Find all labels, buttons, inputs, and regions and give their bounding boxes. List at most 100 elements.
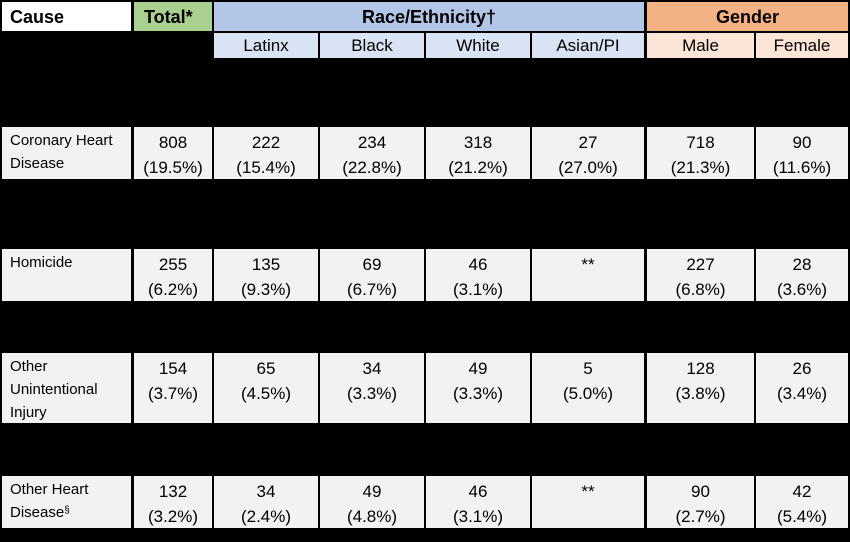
value-cell-white: 46 (3.1%) <box>426 249 530 301</box>
percent-value: (22.8%) <box>342 158 402 177</box>
value-cell-total: 154 (3.7%) <box>134 353 212 423</box>
cause-line: Injury <box>10 404 47 421</box>
cause-line: Homicide <box>10 254 73 271</box>
cause-line: Disease§ <box>10 504 70 521</box>
count-value: 718 <box>686 133 715 152</box>
percent-value: (6.8%) <box>675 280 726 299</box>
cause-cell: Other Heart Disease§ <box>2 476 131 528</box>
header-male: Male <box>647 33 754 58</box>
value-cell-male: 90 (2.7%) <box>647 476 754 528</box>
count-value: 26 <box>792 359 812 378</box>
value-cell-latinx: 135 (9.3%) <box>214 249 318 301</box>
count-value: 65 <box>256 359 276 378</box>
value-cell-asian-pi: ** <box>532 476 644 528</box>
value-cell-female: 90 (11.6%) <box>756 127 848 179</box>
percent-value: (5.0%) <box>562 384 614 403</box>
value-cell-female: 42 (5.4%) <box>756 476 848 528</box>
cause-line: Disease <box>10 155 65 172</box>
header-latinx: Latinx <box>214 33 318 58</box>
value-cell-male: 227 (6.8%) <box>647 249 754 301</box>
count-value: 46 <box>468 482 488 501</box>
count-value: 34 <box>256 482 276 501</box>
count-value: 49 <box>362 482 382 501</box>
value-cell-total: 132 (3.2%) <box>134 476 212 528</box>
header-female: Female <box>756 33 848 58</box>
count-value: 5 <box>583 359 593 378</box>
value-cell-latinx: 222 (15.4%) <box>214 127 318 179</box>
header-white: White <box>426 33 530 58</box>
value-cell-male: 128 (3.8%) <box>647 353 754 423</box>
percent-value: (6.7%) <box>346 280 398 299</box>
cause-cell: Coronary Heart Disease <box>2 127 131 179</box>
value-cell-asian-pi: 27 (27.0%) <box>532 127 644 179</box>
percent-value: (4.8%) <box>346 507 398 526</box>
percent-value: (5.4%) <box>776 507 828 526</box>
percent-value: (21.3%) <box>670 158 731 177</box>
count-value: ** <box>581 255 595 274</box>
percent-value: (3.3%) <box>346 384 398 403</box>
percent-value: (19.5%) <box>143 158 203 177</box>
value-cell-white: 49 (3.3%) <box>426 353 530 423</box>
percent-value: (27.0%) <box>558 158 618 177</box>
percent-value: (21.2%) <box>448 158 508 177</box>
cause-line: Other <box>10 358 48 375</box>
percent-value: (2.7%) <box>675 507 726 526</box>
value-cell-total: 808 (19.5%) <box>134 127 212 179</box>
percent-value: (3.6%) <box>776 280 828 299</box>
count-value: 28 <box>792 255 812 274</box>
value-cell-white: 318 (21.2%) <box>426 127 530 179</box>
value-cell-black: 49 (4.8%) <box>320 476 424 528</box>
cause-line: Coronary Heart <box>10 132 113 149</box>
count-value: 227 <box>686 255 715 274</box>
value-cell-female: 28 (3.6%) <box>756 249 848 301</box>
count-value: 27 <box>578 133 598 152</box>
header-race-ethnicity: Race/Ethnicity† <box>214 2 644 31</box>
percent-value: (3.7%) <box>147 384 199 403</box>
header-cause: Cause <box>2 2 131 31</box>
percent-value: (3.1%) <box>452 280 504 299</box>
count-value: 255 <box>158 255 188 274</box>
count-value: 49 <box>468 359 488 378</box>
count-value: 132 <box>158 482 188 501</box>
count-value: 222 <box>251 133 281 152</box>
count-value: 808 <box>158 133 188 152</box>
value-cell-total: 255 (6.2%) <box>134 249 212 301</box>
percent-value: (3.1%) <box>452 507 504 526</box>
value-cell-asian-pi: 5 (5.0%) <box>532 353 644 423</box>
count-value: 42 <box>792 482 812 501</box>
percent-value: (3.2%) <box>147 507 199 526</box>
percent-value: (3.8%) <box>675 384 726 403</box>
header-total: Total* <box>134 2 212 31</box>
percent-value: (9.3%) <box>240 280 292 299</box>
count-value: 46 <box>468 255 488 274</box>
footnote-marker: § <box>64 505 70 516</box>
value-cell-asian-pi: ** <box>532 249 644 301</box>
percent-value: (6.2%) <box>147 280 199 299</box>
percent-value: (15.4%) <box>236 158 296 177</box>
value-cell-black: 34 (3.3%) <box>320 353 424 423</box>
header-black: Black <box>320 33 424 58</box>
percent-value: (3.3%) <box>452 384 504 403</box>
header-gender: Gender <box>647 2 848 31</box>
cause-line: Unintentional <box>10 381 98 398</box>
header-asian-pi: Asian/PI <box>532 33 644 58</box>
percent-value: (2.4%) <box>240 507 292 526</box>
count-value: 69 <box>362 255 382 274</box>
percent-value: (4.5%) <box>240 384 292 403</box>
percent-value: (3.4%) <box>776 384 828 403</box>
cause-cell: Other Unintentional Injury <box>2 353 131 423</box>
count-value: 234 <box>357 133 387 152</box>
count-value: 90 <box>792 133 812 152</box>
value-cell-female: 26 (3.4%) <box>756 353 848 423</box>
cause-line: Other Heart <box>10 481 89 498</box>
value-cell-latinx: 34 (2.4%) <box>214 476 318 528</box>
value-cell-male: 718 (21.3%) <box>647 127 754 179</box>
count-value: 135 <box>251 255 281 274</box>
percent-value: (11.6%) <box>772 158 832 177</box>
cause-cell: Homicide <box>2 249 131 301</box>
count-value: 90 <box>691 482 710 501</box>
count-value: 154 <box>158 359 188 378</box>
count-value: 128 <box>686 359 715 378</box>
value-cell-latinx: 65 (4.5%) <box>214 353 318 423</box>
value-cell-white: 46 (3.1%) <box>426 476 530 528</box>
